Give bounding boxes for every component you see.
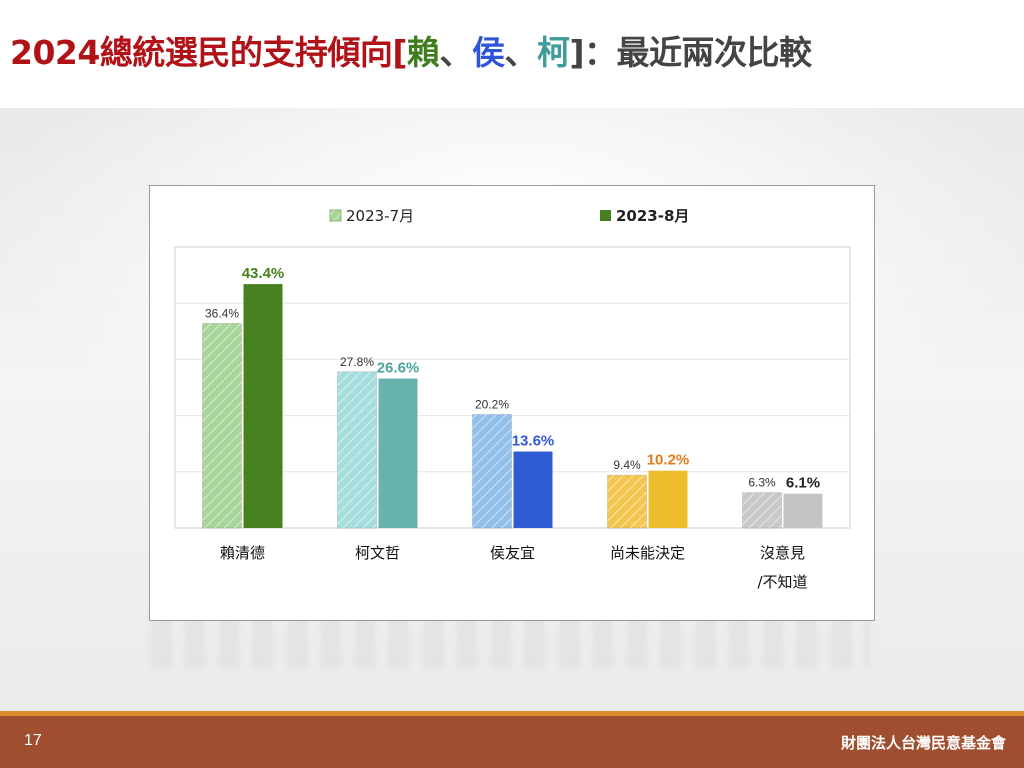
bar: [648, 470, 688, 528]
footer-accent-line: [0, 711, 1024, 716]
bar: [513, 451, 553, 528]
data-label: 10.2%: [647, 452, 690, 469]
legend-swatch: [600, 210, 611, 221]
category-label: 沒意見: [760, 544, 805, 562]
bar: [378, 378, 418, 528]
bar: [243, 284, 283, 528]
title-rest: ]：最近兩次比較: [569, 33, 812, 72]
category-label: 尚未能決定: [610, 544, 685, 562]
bar-hatch: [202, 323, 242, 528]
bar-chart: 2023-7月 2023-8月 36.4% 43.4% 賴清德 27.8% 26.6% 柯文哲…: [174, 207, 851, 591]
bar-hatch: [742, 492, 782, 528]
category-label: 侯友宜: [490, 544, 535, 562]
data-label: 9.4%: [613, 458, 641, 472]
category-label: /不知道: [757, 573, 807, 591]
data-label: 36.4%: [205, 306, 239, 320]
legend-swatch-hatch: [330, 210, 341, 221]
organization-name: 財團法人台灣民意基金會: [840, 734, 1006, 752]
chart-panel: 2023-7月 2023-8月 36.4% 43.4% 賴清德 27.8% 26.6% 柯文哲…: [149, 185, 875, 621]
data-label: 13.6%: [512, 433, 555, 450]
bar-hatch: [607, 475, 647, 528]
title-sep-1: 、: [439, 33, 472, 72]
title-bar: 2024總統選民的支持傾向[賴、侯、柯]：最近兩次比較: [0, 0, 1024, 108]
data-label: 20.2%: [475, 397, 509, 411]
footer-bar: 17 財團法人台灣民意基金會: [0, 716, 1024, 768]
bar: [783, 493, 823, 528]
bar-hatch: [472, 414, 512, 528]
category-label: 賴清德: [220, 544, 265, 562]
bar-hatch: [337, 371, 377, 528]
title-lai: 賴: [406, 33, 440, 72]
title-ko: 柯: [536, 33, 570, 72]
page-number: 17: [24, 732, 42, 749]
data-label: 43.4%: [242, 265, 285, 282]
plot-area-frame: [174, 246, 851, 529]
data-label: 26.6%: [377, 360, 420, 377]
category-label: 柯文哲: [355, 544, 400, 562]
data-label: 6.3%: [748, 476, 776, 490]
legend-label: 2023-8月: [616, 207, 689, 225]
slide-title: 2024總統選民的支持傾向[賴、侯、柯]：最近兩次比較: [10, 26, 812, 74]
title-hou: 侯: [471, 33, 505, 72]
data-label: 27.8%: [340, 355, 374, 369]
title-main: 2024總統選民的支持傾向[: [10, 33, 407, 72]
legend-label: 2023-7月: [346, 207, 414, 225]
title-sep-2: 、: [504, 33, 537, 72]
data-label: 6.1%: [786, 475, 820, 492]
